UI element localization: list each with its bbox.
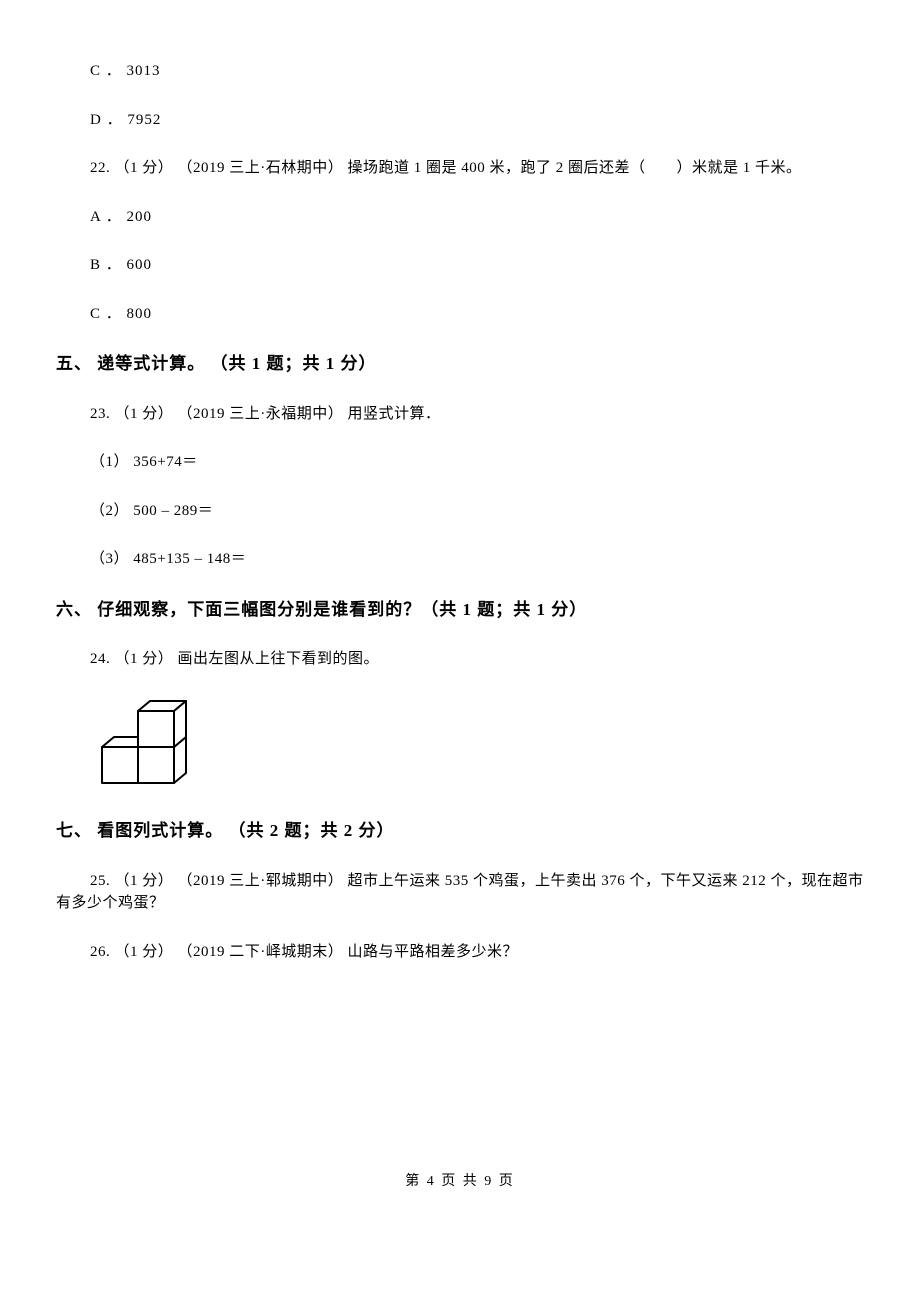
cube-figure [90,697,864,797]
section-5-heading: 五、 递等式计算。 （共 1 题；共 1 分） [56,351,864,377]
question-25: 25. （1 分） （2019 三上·郓城期中） 超市上午运来 535 个鸡蛋，… [56,870,864,915]
q22-option-b: B ． 600 [90,254,864,277]
q22-option-c: C ． 800 [90,303,864,326]
question-24: 24. （1 分） 画出左图从上往下看到的图。 [90,648,864,671]
question-22: 22. （1 分） （2019 三上·石林期中） 操场跑道 1 圈是 400 米… [90,157,864,180]
question-23: 23. （1 分） （2019 三上·永福期中） 用竖式计算． [90,403,864,426]
option-c: C ． 3013 [90,60,864,83]
section-6-heading: 六、 仔细观察，下面三幅图分别是谁看到的？（共 1 题；共 1 分） [56,597,864,623]
option-d: D ． 7952 [90,109,864,132]
section-7-heading: 七、 看图列式计算。 （共 2 题；共 2 分） [56,818,864,844]
q23-part-3: （3） 485+135 – 148＝ [90,548,864,571]
page-footer: 第 4 页 共 9 页 [0,1171,920,1192]
question-26: 26. （1 分） （2019 二下·峄城期末） 山路与平路相差多少米？ [90,941,864,964]
q22-option-a: A ． 200 [90,206,864,229]
q23-part-2: （2） 500 – 289＝ [90,500,864,523]
q23-part-1: （1） 356+74＝ [90,451,864,474]
